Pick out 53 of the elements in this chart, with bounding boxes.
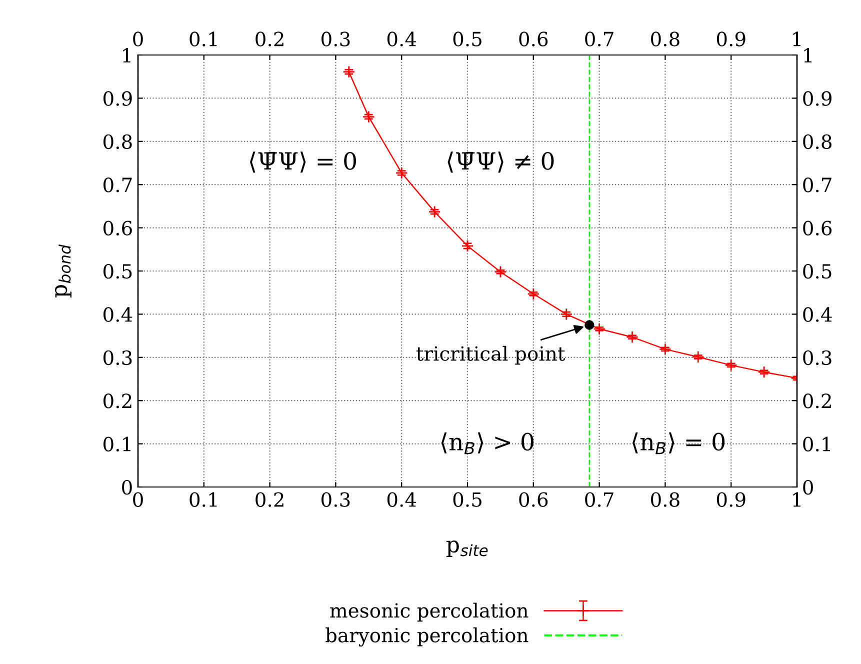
x2-tick-label: 0.9 [716,32,746,46]
x2-tick-label: 0.5 [453,32,482,46]
y2-tick-label: 0.8 [803,134,832,150]
annotation: tricritical point [416,346,566,365]
x-tick-label: 0.2 [256,492,284,507]
y-tick-label: 0.3 [104,350,132,366]
x-tick-label: 1 [793,492,800,507]
x2-tick-label: 0 [133,32,143,46]
y-tick-label: 0.5 [104,264,132,279]
y2-tick-label: 0.4 [803,307,832,322]
y-tick-label: 0.6 [104,220,132,236]
x-axis-title: p$_{site}$ [446,540,488,557]
x-tick-label: 0.8 [651,492,680,507]
y-tick-label: 0.1 [104,436,130,452]
y-tick-label: 1 [123,48,130,62]
y-tick-label: 0 [122,480,132,495]
x-tick-label: 0.7 [585,492,614,507]
y2-tick-label: 0.2 [803,394,831,408]
x-tick-label: 0.9 [716,492,746,507]
y-tick-label: 0.7 [104,178,132,192]
y-tick-label: 0.8 [104,134,132,150]
y2-tick-label: 1 [804,48,812,62]
x2-tick-label: 0.8 [651,32,680,46]
y-tick-label: 0.4 [104,307,132,322]
x2-tick-label: 0.7 [585,32,614,46]
y2-tick-label: 0.7 [803,178,832,192]
x-tick-label: 0.5 [453,492,482,507]
y2-tick-label: 0.5 [803,264,832,279]
x2-tick-label: 0.1 [190,32,217,46]
x2-tick-label: 0.4 [387,32,416,46]
annotation: ⟨n$_{B}$⟩ = 0 [632,432,725,454]
x-tick-label: 0.1 [190,492,217,507]
y2-tick-label: 0.6 [803,220,832,236]
x2-tick-label: 0.6 [519,32,548,46]
y2-tick-label: 0.1 [803,436,830,452]
y-tick-label: 0.2 [104,394,132,408]
y2-tick-label: 0.3 [803,350,832,366]
x2-tick-label: 0.3 [322,32,350,46]
annotation: ⟨Ψ̄Ψ⟩ ≠ 0 [448,152,554,173]
x-tick-label: 0 [133,492,143,507]
annotation: ⟨Ψ̄Ψ⟩ = 0 [250,152,356,173]
legend-label: mesonic percolation [330,602,528,622]
x-tick-label: 0.3 [322,492,350,507]
x-tick-label: 0.4 [387,492,416,507]
x2-tick-label: 1 [793,32,800,46]
x-tick-label: 0.6 [519,492,548,507]
y2-tick-label: 0 [803,480,813,495]
annotation: ⟨n$_{B}$⟩ > 0 [441,432,534,454]
legend-label: baryonic percolation [326,627,528,646]
y-axis-title: p$_{bond}$ [54,244,72,298]
y-tick-label: 0.9 [104,91,132,106]
y2-tick-label: 0.9 [803,91,832,106]
x2-tick-label: 0.2 [256,32,284,46]
